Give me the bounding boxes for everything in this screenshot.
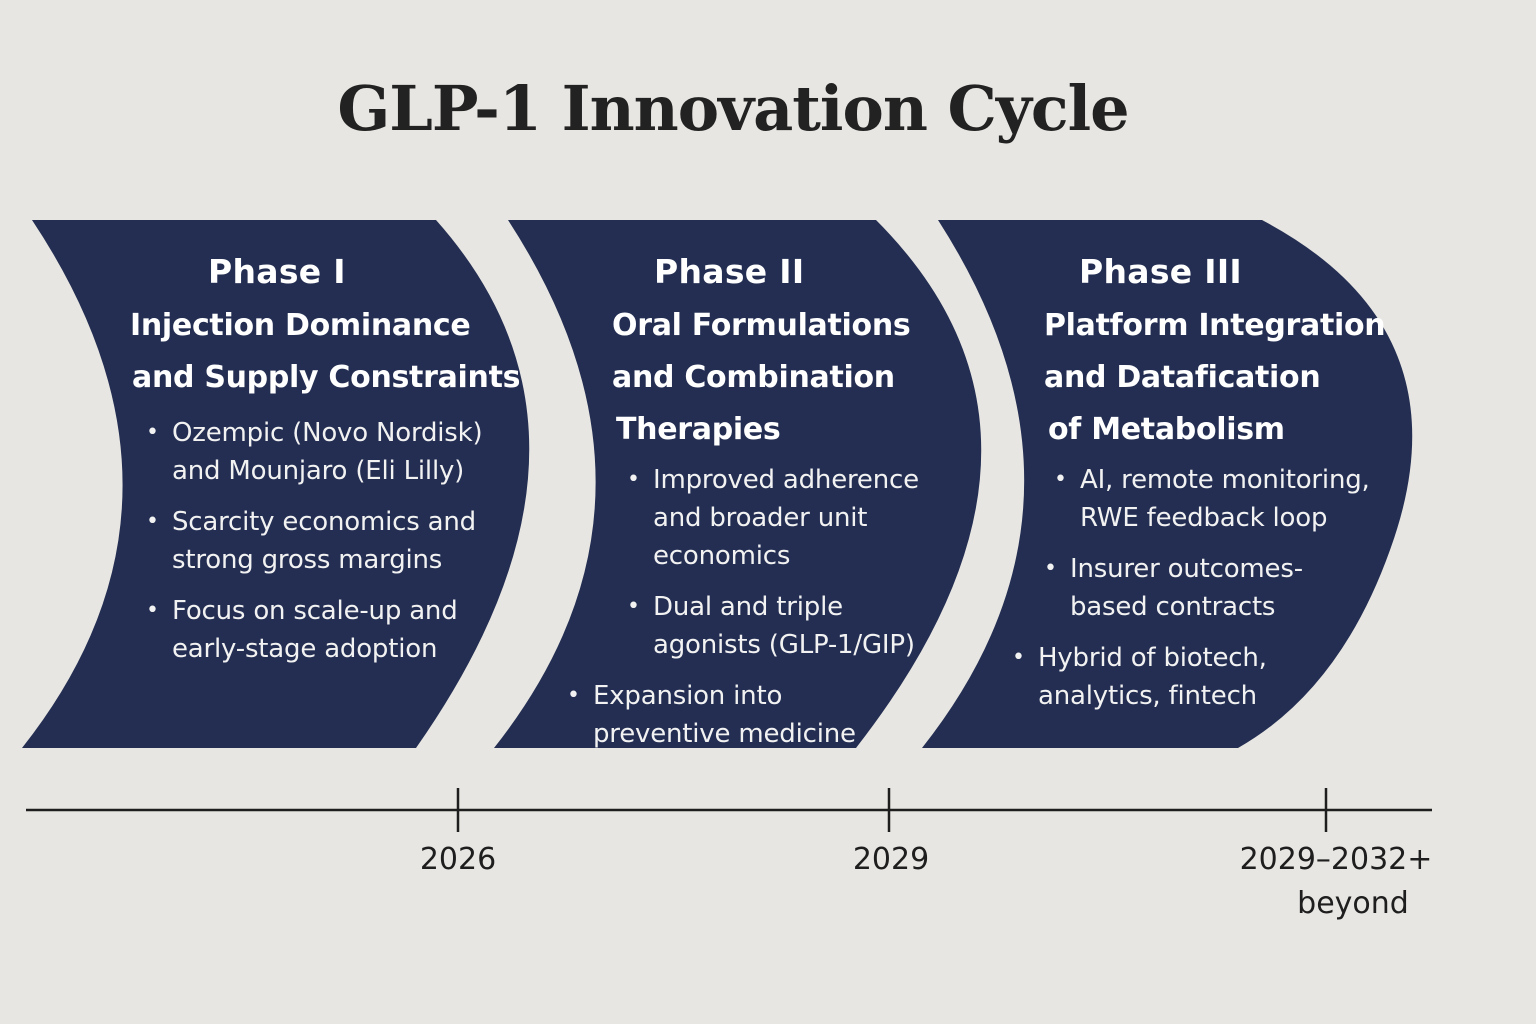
phase-3-bullet-1-line-1: AI, remote monitoring, bbox=[1080, 465, 1370, 495]
phase-1-label: Phase I bbox=[208, 252, 346, 291]
timeline-label-2029: 2029 bbox=[831, 838, 951, 882]
phase-1-bullet-3-line-2: early-stage adoption bbox=[172, 634, 438, 664]
phase-2-bullet-1: Improved adherence and broader unit econ… bbox=[627, 461, 919, 575]
timeline-label-2026-text: 2026 bbox=[419, 842, 497, 877]
phase-3-bullet-2-line-2: based contracts bbox=[1070, 592, 1276, 622]
phase-1-bullet-1-line-1: Ozempic (Novo Nordisk) bbox=[172, 418, 483, 448]
phase-3-bullet-3-line-1: Hybrid of biotech, bbox=[1038, 643, 1267, 673]
phase-1-bullet-2-line-1: Scarcity economics and bbox=[172, 507, 476, 537]
phase-3-bullet-1: AI, remote monitoring, RWE feedback loop bbox=[1054, 461, 1370, 537]
phase-2-subtitle-line-3: Therapies bbox=[616, 412, 781, 447]
phase-1-bullet-3-line-1: Focus on scale-up and bbox=[172, 596, 458, 626]
phase-3-bullet-1-line-2: RWE feedback loop bbox=[1080, 503, 1328, 533]
phase-3-subtitle-line-2: and Datafication bbox=[1044, 360, 1321, 395]
phase-3-bullet-2-line-1: Insurer outcomes- bbox=[1070, 554, 1303, 584]
phase-1-bullet-2: Scarcity economics and strong gross marg… bbox=[146, 503, 476, 579]
phase-1-bullet-1: Ozempic (Novo Nordisk) and Mounjaro (Eli… bbox=[146, 414, 483, 490]
phase-3-subtitle-line-1: Platform Integration bbox=[1044, 308, 1386, 343]
timeline-label-2026: 2026 bbox=[398, 838, 518, 882]
phase-2-subtitle-line-2: and Combination bbox=[612, 360, 895, 395]
timeline-label-2032: 2029–2032+ beyond bbox=[1226, 838, 1446, 926]
phase-3-bullet-2: Insurer outcomes- based contracts bbox=[1044, 550, 1303, 626]
phase-2-bullet-1-line-1: Improved adherence bbox=[653, 465, 919, 495]
phase-1-subtitle-line-2: and Supply Constraints bbox=[132, 360, 521, 395]
timeline-label-2032-line-1: 2029–2032+ bbox=[1239, 842, 1433, 877]
phase-1-bullet-1-line-2: and Mounjaro (Eli Lilly) bbox=[172, 456, 465, 486]
phase-2-bullet-3: Expansion into preventive medicine bbox=[567, 677, 856, 753]
phase-2-bullet-1-line-3: economics bbox=[653, 541, 791, 571]
phase-2-bullet-2-line-2: agonists (GLP-1/GIP) bbox=[653, 630, 915, 660]
phase-2-bullet-2-line-1: Dual and triple bbox=[653, 592, 843, 622]
phase-1-subtitle-line-1: Injection Dominance bbox=[130, 308, 471, 343]
phase-2-bullet-3-line-1: Expansion into bbox=[593, 681, 783, 711]
phase-3-bullet-3-line-2: analytics, fintech bbox=[1038, 681, 1257, 711]
phase-3-label: Phase III bbox=[1079, 252, 1242, 291]
phase-2-label: Phase II bbox=[654, 252, 805, 291]
phase-2-bullet-1-line-2: and broader unit bbox=[653, 503, 868, 533]
phase-3-bullet-3: Hybrid of biotech, analytics, fintech bbox=[1012, 639, 1267, 715]
timeline-label-2029-text: 2029 bbox=[852, 842, 930, 877]
diagram-title: GLP-1 Innovation Cycle bbox=[337, 72, 1129, 145]
timeline-label-2032-line-2: beyond bbox=[1297, 886, 1409, 921]
phase-2-bullet-2: Dual and triple agonists (GLP-1/GIP) bbox=[627, 588, 915, 664]
phase-1-bullet-3: Focus on scale-up and early-stage adopti… bbox=[146, 592, 458, 668]
phase-3-subtitle-line-3: of Metabolism bbox=[1048, 412, 1285, 447]
phase-2-bullet-3-line-2: preventive medicine bbox=[593, 719, 856, 749]
phase-2-subtitle-line-1: Oral Formulations bbox=[612, 308, 911, 343]
phase-1-bullet-2-line-2: strong gross margins bbox=[172, 545, 443, 575]
